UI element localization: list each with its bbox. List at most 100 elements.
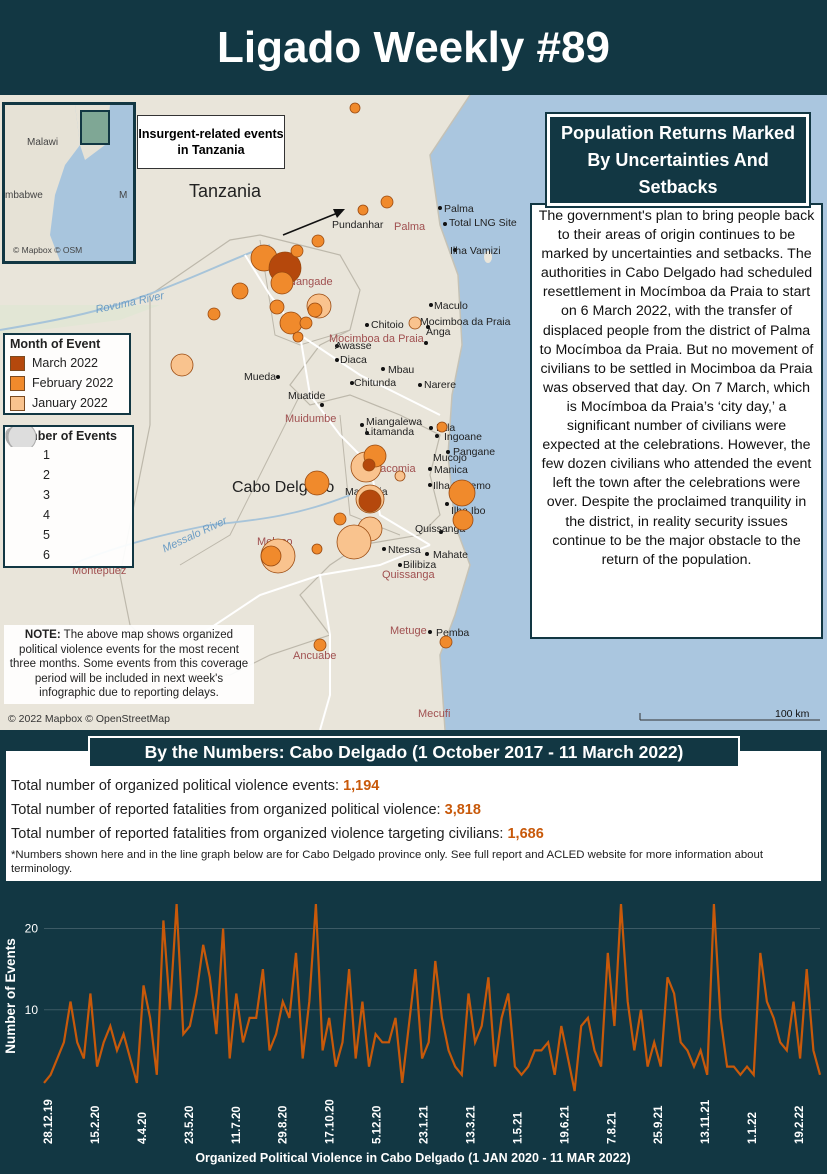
x-tick-label: 5.12.20 — [372, 1106, 384, 1144]
legend-item: January 2022 — [5, 393, 129, 413]
district-label: Nangade — [288, 276, 333, 288]
event-marker[interactable] — [380, 195, 394, 209]
tanzania-callout: Insurgent-related events in Tanzania — [137, 115, 285, 169]
town-label: Chitoio — [371, 319, 404, 331]
town-label: Palma — [444, 203, 474, 215]
legend-size-label: 4 — [43, 508, 50, 522]
island — [484, 251, 492, 263]
town-label: Awasse — [335, 340, 372, 352]
legend-swatch — [10, 395, 25, 411]
stat-events: Total number of organized political viol… — [11, 778, 380, 794]
country-label: Tanzania — [189, 181, 262, 201]
event-marker[interactable] — [292, 331, 304, 343]
event-map[interactable]: Tanzania Cabo Delgado Rovuma River Messa… — [0, 95, 827, 730]
event-marker[interactable] — [170, 353, 194, 377]
district-label: Ancuabe — [293, 650, 337, 662]
district-label: Muidumbe — [285, 413, 337, 425]
legend-title: Month of Event — [10, 337, 101, 351]
event-marker[interactable] — [358, 489, 382, 513]
town-label: Mbau — [388, 364, 415, 376]
x-tick-label: 23.1.21 — [419, 1105, 431, 1144]
note-label: NOTE: — [24, 629, 61, 641]
legend-label: January 2022 — [32, 396, 108, 410]
stat-value: 1,686 — [507, 826, 544, 842]
x-tick-label: 23.5.20 — [184, 1106, 196, 1144]
event-marker[interactable] — [311, 234, 325, 248]
event-markers[interactable] — [0, 95, 827, 730]
legend-item: March 2022 — [5, 353, 129, 373]
event-marker[interactable] — [270, 271, 294, 295]
district-label: Palma — [394, 221, 426, 233]
town-label: Mahate — [433, 549, 469, 561]
y-axis-label: Number of Events — [3, 938, 18, 1054]
event-marker[interactable] — [311, 543, 323, 555]
page-title: Ligado Weekly #89 — [217, 22, 610, 72]
inset-label: Malawi — [27, 137, 59, 148]
event-marker[interactable] — [279, 311, 303, 335]
x-tick-label: 13.3.21 — [465, 1105, 477, 1144]
series-line — [43, 904, 822, 1092]
inset-label: M — [119, 190, 128, 201]
numbers-panel: Total number of organized political viol… — [4, 749, 823, 883]
x-tick-label: 1.1.22 — [747, 1112, 759, 1144]
rovuma-river — [0, 244, 271, 331]
town-label: Ntessa — [388, 544, 421, 556]
town-label: Ingoane — [444, 431, 482, 443]
line-chart: Number of Events Organized Political Vio… — [0, 886, 827, 1169]
size-legend: Number of Events 1 2 3 4 5 6 — [3, 425, 134, 568]
x-tick-label: 25.9.21 — [653, 1105, 665, 1144]
event-marker[interactable] — [290, 244, 304, 258]
chart-svg: Number of Events Organized Political Vio… — [3, 904, 822, 1165]
town-label: Miangalewa — [366, 416, 423, 428]
event-marker[interactable] — [439, 635, 453, 649]
event-marker[interactable] — [333, 512, 347, 526]
town-label: Mueda — [244, 371, 277, 383]
event-marker[interactable] — [207, 307, 221, 321]
town-label: Diaca — [340, 354, 367, 366]
event-marker[interactable] — [307, 302, 323, 318]
stat-fatalities: Total number of reported fatalities from… — [11, 802, 481, 818]
story-body: The government's plan to bring people ba… — [538, 208, 815, 568]
event-marker[interactable] — [304, 470, 330, 496]
event-marker[interactable] — [269, 299, 285, 315]
x-tick-label: 13.11.21 — [700, 1099, 712, 1144]
town-label: Narere — [424, 379, 457, 391]
event-marker[interactable] — [448, 479, 476, 507]
town-label: Total LNG Site — [449, 217, 517, 229]
event-marker[interactable] — [357, 204, 369, 216]
x-axis-title: Organized Political Violence in Cabo Del… — [195, 1151, 630, 1165]
town-label: Pundanhar — [332, 219, 384, 231]
district-label: Quissanga — [382, 569, 435, 581]
town-label: Ilha Vamizi — [450, 245, 501, 257]
stat-value: 3,818 — [444, 802, 481, 818]
event-marker[interactable] — [299, 316, 313, 330]
x-tick-label: 7.8.21 — [606, 1111, 618, 1144]
legend-swatch — [10, 355, 25, 371]
town-label: Mocimboa da Praia — [420, 316, 511, 328]
x-tick-label: 29.8.20 — [278, 1106, 290, 1144]
town-label: Litamanda — [365, 426, 415, 438]
event-marker[interactable] — [452, 509, 474, 531]
event-marker[interactable] — [349, 102, 361, 114]
event-marker[interactable] — [394, 470, 406, 482]
event-marker[interactable] — [313, 638, 327, 652]
event-marker[interactable] — [436, 421, 448, 433]
town-dots — [276, 206, 457, 634]
legend-size-label: 3 — [43, 488, 50, 502]
event-marker[interactable] — [408, 316, 422, 330]
month-legend: Month of Event March 2022 February 2022 … — [3, 333, 131, 415]
x-tick-label: 15.2.20 — [90, 1106, 102, 1144]
event-marker[interactable] — [336, 524, 372, 560]
event-marker[interactable] — [231, 282, 249, 300]
event-marker[interactable] — [362, 458, 376, 472]
town-label: Maculo — [434, 300, 468, 312]
legend-label: February 2022 — [32, 376, 114, 390]
stat-civilian-fatalities: Total number of reported fatalities from… — [11, 826, 544, 842]
legend-size-label: 1 — [43, 448, 50, 462]
legend-title: Number of Events — [10, 429, 117, 443]
inset-label: mbabwe — [5, 190, 43, 201]
event-marker[interactable] — [260, 545, 282, 567]
map-copyright: © 2022 Mapbox © OpenStreetMap — [8, 713, 170, 725]
town-label: Mucojo — [433, 452, 467, 464]
x-tick-label: 4.4.20 — [137, 1112, 149, 1144]
